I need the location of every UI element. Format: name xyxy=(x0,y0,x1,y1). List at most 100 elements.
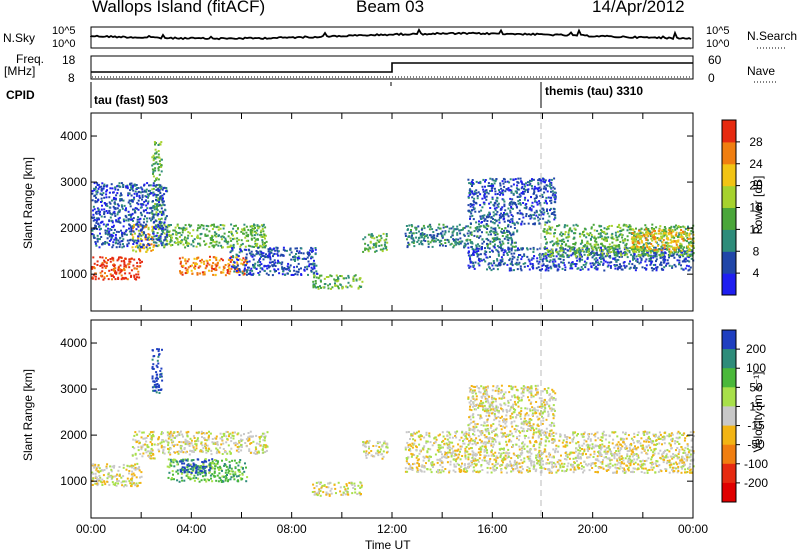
echo-cell xyxy=(440,243,443,245)
echo-cell xyxy=(474,251,476,254)
echo-cell xyxy=(306,268,309,271)
echo-cell xyxy=(259,234,262,237)
echo-cell xyxy=(505,235,508,238)
echo-cell xyxy=(156,199,159,202)
echo-cell xyxy=(213,256,216,259)
echo-cell xyxy=(661,241,664,244)
echo-cell xyxy=(139,249,142,252)
echo-cell xyxy=(99,192,102,195)
echo-cell xyxy=(562,251,565,254)
echo-cell xyxy=(623,264,626,267)
echo-cell xyxy=(219,465,221,468)
echo-cell xyxy=(106,205,109,207)
echo-cell xyxy=(501,228,503,230)
echo-cell xyxy=(142,437,145,440)
echo-cell xyxy=(219,466,222,469)
echo-cell xyxy=(520,223,523,226)
echo-cell xyxy=(688,260,691,263)
echo-cell xyxy=(680,231,683,234)
echo-cell xyxy=(683,231,686,234)
echo-cell xyxy=(204,458,207,461)
echo-cell xyxy=(663,234,666,237)
echo-cell xyxy=(495,231,498,234)
echo-cell xyxy=(474,261,477,264)
echo-cell xyxy=(213,231,216,234)
echo-cell xyxy=(168,224,171,227)
echo-cell xyxy=(156,238,159,241)
echo-cell xyxy=(119,243,122,246)
echo-cell xyxy=(288,253,291,256)
echo-cell xyxy=(420,234,423,237)
echo-cell xyxy=(676,245,679,248)
echo-cell xyxy=(603,236,606,239)
echo-cell xyxy=(203,263,206,265)
echo-cell xyxy=(450,236,453,239)
echo-cell xyxy=(626,249,629,252)
echo-cell xyxy=(196,473,199,476)
echo-cell xyxy=(154,377,157,380)
echo-cell xyxy=(589,253,592,256)
echo-cell xyxy=(486,268,488,271)
echo-cell xyxy=(235,462,238,465)
echo-cell xyxy=(593,258,596,261)
echo-cell xyxy=(121,205,124,208)
echo-cell xyxy=(551,260,554,263)
echo-cell xyxy=(412,237,415,240)
echo-cell xyxy=(253,246,255,248)
echo-cell xyxy=(131,227,134,230)
echo-cell xyxy=(478,245,481,248)
nave-tick-bottom: 0 xyxy=(708,71,715,85)
echo-cell xyxy=(109,258,112,260)
echo-cell xyxy=(166,226,169,229)
echo-cell xyxy=(151,358,154,361)
echo-cell xyxy=(252,272,255,275)
echo-cell xyxy=(99,256,102,259)
echo-cell xyxy=(155,391,158,394)
echo-cell xyxy=(578,247,581,250)
echo-cell xyxy=(507,248,510,251)
echo-cell xyxy=(234,256,237,259)
echo-cell xyxy=(485,195,488,198)
echo-cell xyxy=(237,238,240,241)
echo-cell xyxy=(478,257,480,260)
echo-cell xyxy=(133,223,136,226)
echo-cell xyxy=(633,254,636,257)
echo-cell xyxy=(519,254,522,256)
echo-cell xyxy=(139,246,142,249)
echo-cell xyxy=(504,190,507,193)
echo-cell xyxy=(148,217,151,220)
echo-cell xyxy=(126,464,129,467)
echo-cell xyxy=(547,269,550,272)
echo-cell xyxy=(107,278,110,281)
echo-cell xyxy=(596,259,599,262)
echo-cell xyxy=(159,218,161,221)
echo-cell xyxy=(289,247,292,250)
echo-cell xyxy=(106,463,109,466)
echo-cell xyxy=(555,250,558,253)
echo-cell xyxy=(132,198,135,201)
echo-cell xyxy=(570,265,573,268)
echo-cell xyxy=(688,249,691,252)
echo-cell xyxy=(184,267,187,270)
echo-cell xyxy=(297,271,300,273)
echo-cell xyxy=(514,262,517,265)
echo-cell xyxy=(146,207,149,210)
echo-cell xyxy=(575,252,578,255)
echo-cell xyxy=(152,367,155,370)
echo-cell xyxy=(158,201,160,204)
echo-cell xyxy=(587,242,590,245)
echo-cell xyxy=(498,241,501,244)
echo-cell xyxy=(145,436,148,439)
echo-cell xyxy=(297,257,299,259)
echo-cell xyxy=(633,253,636,256)
echo-cell xyxy=(143,200,146,203)
echo-cell xyxy=(482,188,485,191)
echo-cell xyxy=(382,247,385,250)
echo-cell xyxy=(553,218,556,221)
echo-cell xyxy=(614,254,617,257)
echo-cell xyxy=(205,264,208,267)
echo-cell xyxy=(210,224,213,227)
echo-cell xyxy=(154,142,157,145)
echo-cell xyxy=(163,193,166,196)
echo-cell xyxy=(590,226,593,229)
